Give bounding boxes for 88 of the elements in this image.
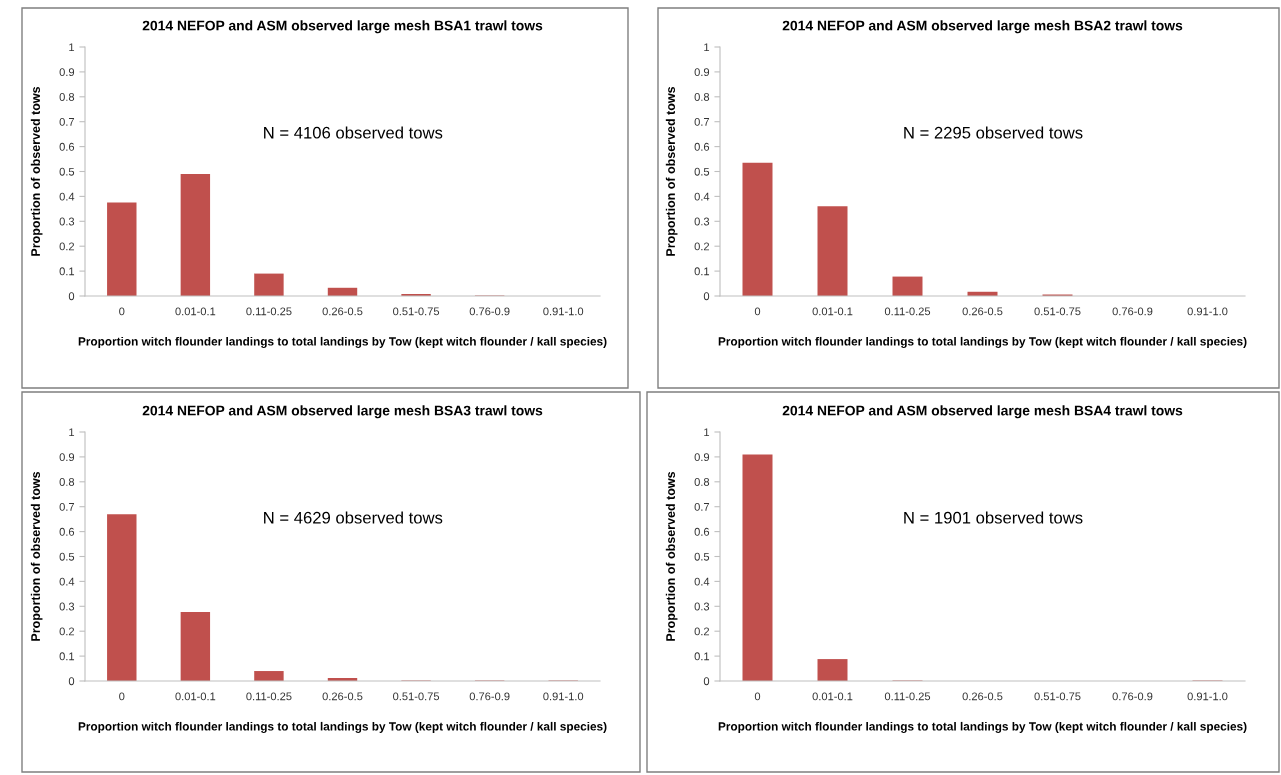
y-axis-title: Proportion of observed tows [665, 86, 678, 256]
x-tick-label: 0.76-0.9 [1112, 307, 1153, 316]
y-tick-label: 0.6 [694, 527, 710, 536]
y-tick-label: 0.9 [694, 68, 710, 77]
y-tick-label: 0.2 [59, 627, 75, 636]
y-tick-label: 0.3 [59, 602, 75, 611]
x-axis-title: Proportion witch flounder landings to total landings by Tow (kept witch flounder / kall species) [78, 721, 607, 733]
y-tick-label: 0 [68, 677, 75, 686]
y-tick-label: 0.4 [694, 577, 710, 586]
y-tick-label: 0.9 [694, 453, 710, 462]
y-tick-label: 0.5 [694, 167, 710, 176]
chart-title: 2014 NEFOP and ASM observed large mesh BSA3 trawl tows [142, 405, 543, 419]
x-axis-title: Proportion witch flounder landings to total landings by Tow (kept witch flounder / kall species) [78, 336, 607, 348]
y-tick-label: 0.4 [59, 192, 75, 201]
y-tick-label: 0.8 [694, 478, 710, 486]
annotation: N = 4629 observed tows [264, 511, 443, 524]
y-tick-label: 0.1 [59, 267, 75, 276]
y-tick-label: 0.2 [694, 627, 710, 636]
y-tick-label: 0.5 [694, 552, 710, 561]
y-tick-label: 0.1 [59, 652, 75, 661]
x-tick-label: 0 [754, 692, 761, 701]
x-tick-label: 0.91-1.0 [1187, 692, 1228, 701]
y-tick-label: 0.8 [694, 93, 710, 101]
x-tick-label: 0.76-0.9 [469, 307, 510, 316]
x-tick-label: 0.76-0.9 [469, 692, 510, 701]
x-tick-label: 0.11-0.25 [884, 307, 931, 316]
x-tick-label: 0.91-1.0 [543, 307, 584, 316]
x-axis-title: Proportion witch flounder landings to total landings by Tow (kept witch flounder / kall species) [718, 721, 1247, 733]
y-tick-label: 0.6 [59, 142, 75, 151]
y-tick-label: 0.6 [694, 142, 710, 151]
annotation: N = 1901 observed tows [904, 511, 1083, 524]
chart-title: 2014 NEFOP and ASM observed large mesh BSA4 trawl tows [782, 405, 1183, 419]
x-tick-label: 0.91-1.0 [543, 692, 584, 701]
x-tick-label: 0.26-0.5 [322, 692, 363, 701]
y-tick-label: 0.5 [59, 167, 75, 176]
x-tick-label: 0.01-0.1 [175, 307, 216, 316]
x-tick-label: 0.11-0.25 [246, 307, 292, 316]
y-axis-title: Proportion of observed tows [665, 471, 678, 641]
x-tick-label: 0.51-0.75 [393, 692, 440, 701]
x-tick-label: 0.91-1.0 [1187, 307, 1228, 316]
y-tick-label: 0.8 [59, 93, 75, 101]
x-tick-label: 0 [119, 307, 125, 316]
y-tick-label: 0.9 [59, 453, 75, 462]
y-tick-label: 0.4 [59, 577, 75, 586]
y-tick-label: 0 [703, 677, 710, 686]
y-axis-title: Proportion of observed tows [30, 471, 43, 641]
y-tick-label: 1 [704, 43, 710, 52]
y-tick-label: 0.1 [694, 652, 710, 661]
y-tick-label: 0 [703, 292, 710, 301]
y-tick-label: 0.3 [694, 602, 710, 611]
y-tick-label: 0.7 [694, 502, 710, 511]
y-tick-label: 1 [69, 428, 75, 437]
x-tick-label: 0.01-0.1 [175, 692, 216, 701]
annotation: N = 4106 observed tows [264, 126, 443, 139]
y-tick-label: 0.2 [59, 242, 75, 251]
y-tick-label: 0.5 [59, 552, 75, 561]
x-tick-label: 0.51-0.75 [1034, 307, 1081, 316]
x-tick-label: 0.26-0.5 [962, 692, 1003, 701]
y-tick-label: 1 [69, 43, 75, 52]
y-axis-title: Proportion of observed tows [30, 86, 43, 256]
y-tick-label: 0.8 [59, 478, 75, 486]
y-tick-label: 0.3 [59, 217, 75, 226]
y-tick-label: 0.2 [694, 242, 710, 251]
x-tick-label: 0.51-0.75 [393, 307, 440, 316]
chart-title: 2014 NEFOP and ASM observed large mesh BSA2 trawl tows [782, 20, 1183, 34]
y-tick-label: 0 [68, 292, 75, 301]
y-tick-label: 0.1 [694, 267, 710, 276]
x-tick-label: 0.11-0.25 [884, 692, 931, 701]
annotation: N = 2295 observed tows [904, 126, 1083, 139]
y-tick-label: 0.6 [59, 527, 75, 536]
y-tick-label: 0.7 [59, 502, 75, 511]
x-tick-label: 0.26-0.5 [962, 307, 1003, 316]
x-tick-label: 0.01-0.1 [812, 692, 853, 701]
y-tick-label: 0.4 [694, 192, 710, 201]
x-tick-label: 0.76-0.9 [1112, 692, 1153, 701]
x-axis-title: Proportion witch flounder landings to total landings by Tow (kept witch flounder / kall species) [718, 336, 1247, 348]
x-tick-label: 0 [119, 692, 125, 701]
chart-title: 2014 NEFOP and ASM observed large mesh BSA1 trawl tows [142, 20, 543, 34]
y-tick-label: 1 [704, 428, 710, 437]
y-tick-label: 0.7 [694, 117, 710, 126]
x-tick-label: 0 [754, 307, 761, 316]
x-tick-label: 0.11-0.25 [246, 692, 292, 701]
x-tick-label: 0.26-0.5 [322, 307, 363, 316]
y-tick-label: 0.7 [59, 117, 75, 126]
y-tick-label: 0.3 [694, 217, 710, 226]
y-tick-label: 0.9 [59, 68, 75, 77]
x-tick-label: 0.01-0.1 [812, 307, 853, 316]
x-tick-label: 0.51-0.75 [1034, 692, 1081, 701]
